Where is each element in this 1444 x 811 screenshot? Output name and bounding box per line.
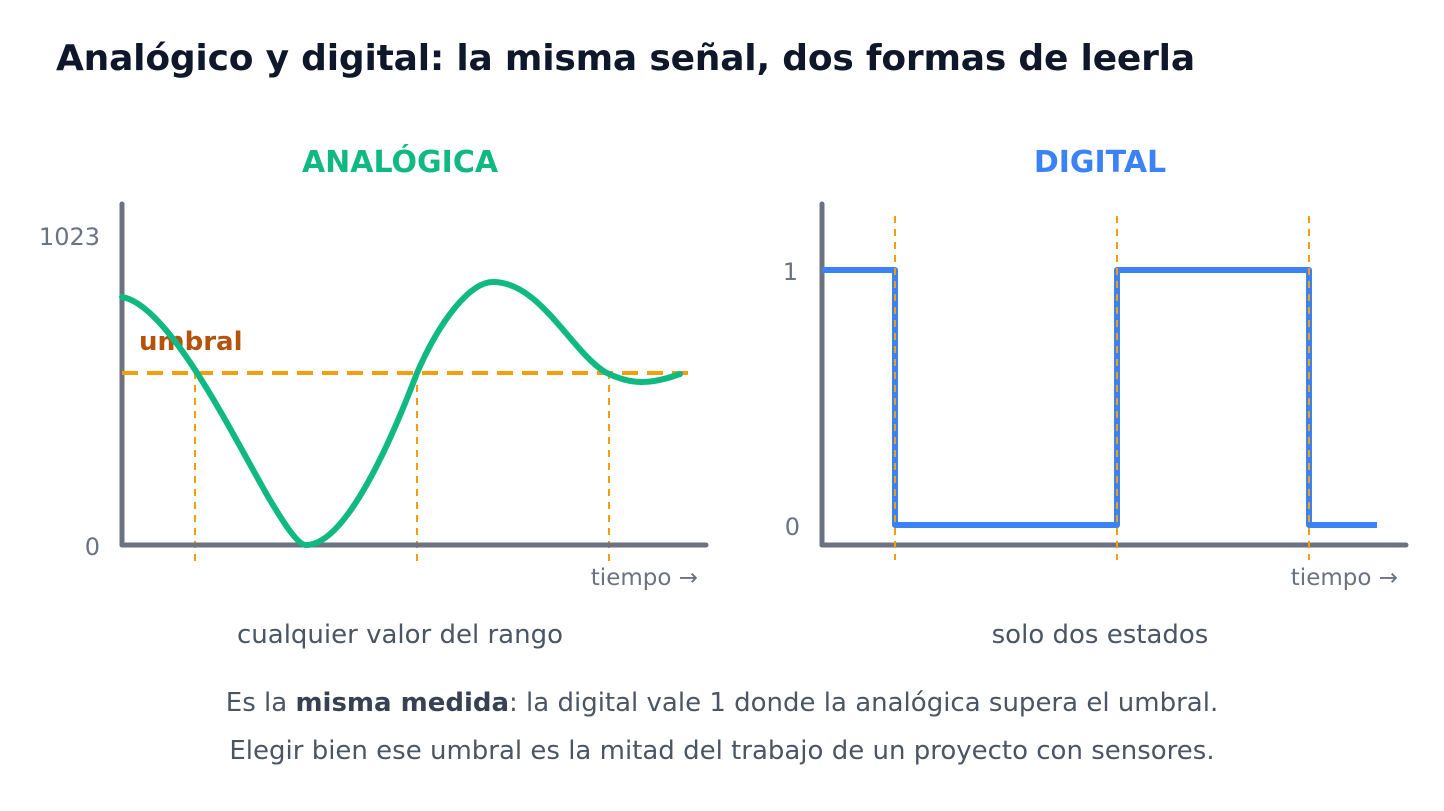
digital-panel: DIGITAL 1 0 tiempo → solo dos estados [783,145,1409,650]
analog-panel: ANALÓGICA 1023 0 umbral tiempo → cualqui… [39,143,709,650]
digital-caption: solo dos estados [992,620,1209,650]
threshold-label: umbral [139,327,243,357]
footer-emphasis: misma medida [295,688,510,718]
footer-line-2: Elegir bien ese umbral es la mitad del t… [229,736,1215,766]
page-title: Analógico y digital: la misma señal, dos… [56,38,1195,79]
digital-y-low-label: 0 [785,513,800,541]
footer-line-1: Es la misma medida: la digital vale 1 do… [0,688,1444,718]
analog-signal [119,278,683,549]
analog-x-label: tiempo → [591,565,698,591]
footer-line-1-start: Es la [225,688,296,718]
analog-y-max-label: 1023 [39,223,100,251]
footer-line-1-end: : la digital vale 1 donde la analógica s… [509,688,1219,718]
digital-y-high-label: 1 [783,258,798,286]
analog-caption: cualquier valor del rango [237,620,563,650]
analog-y-min-label: 0 [85,533,100,561]
digital-heading: DIGITAL [1034,145,1166,180]
digital-signal [822,267,1377,528]
analog-heading: ANALÓGICA [302,143,499,180]
digital-x-label: tiempo → [1291,565,1398,591]
